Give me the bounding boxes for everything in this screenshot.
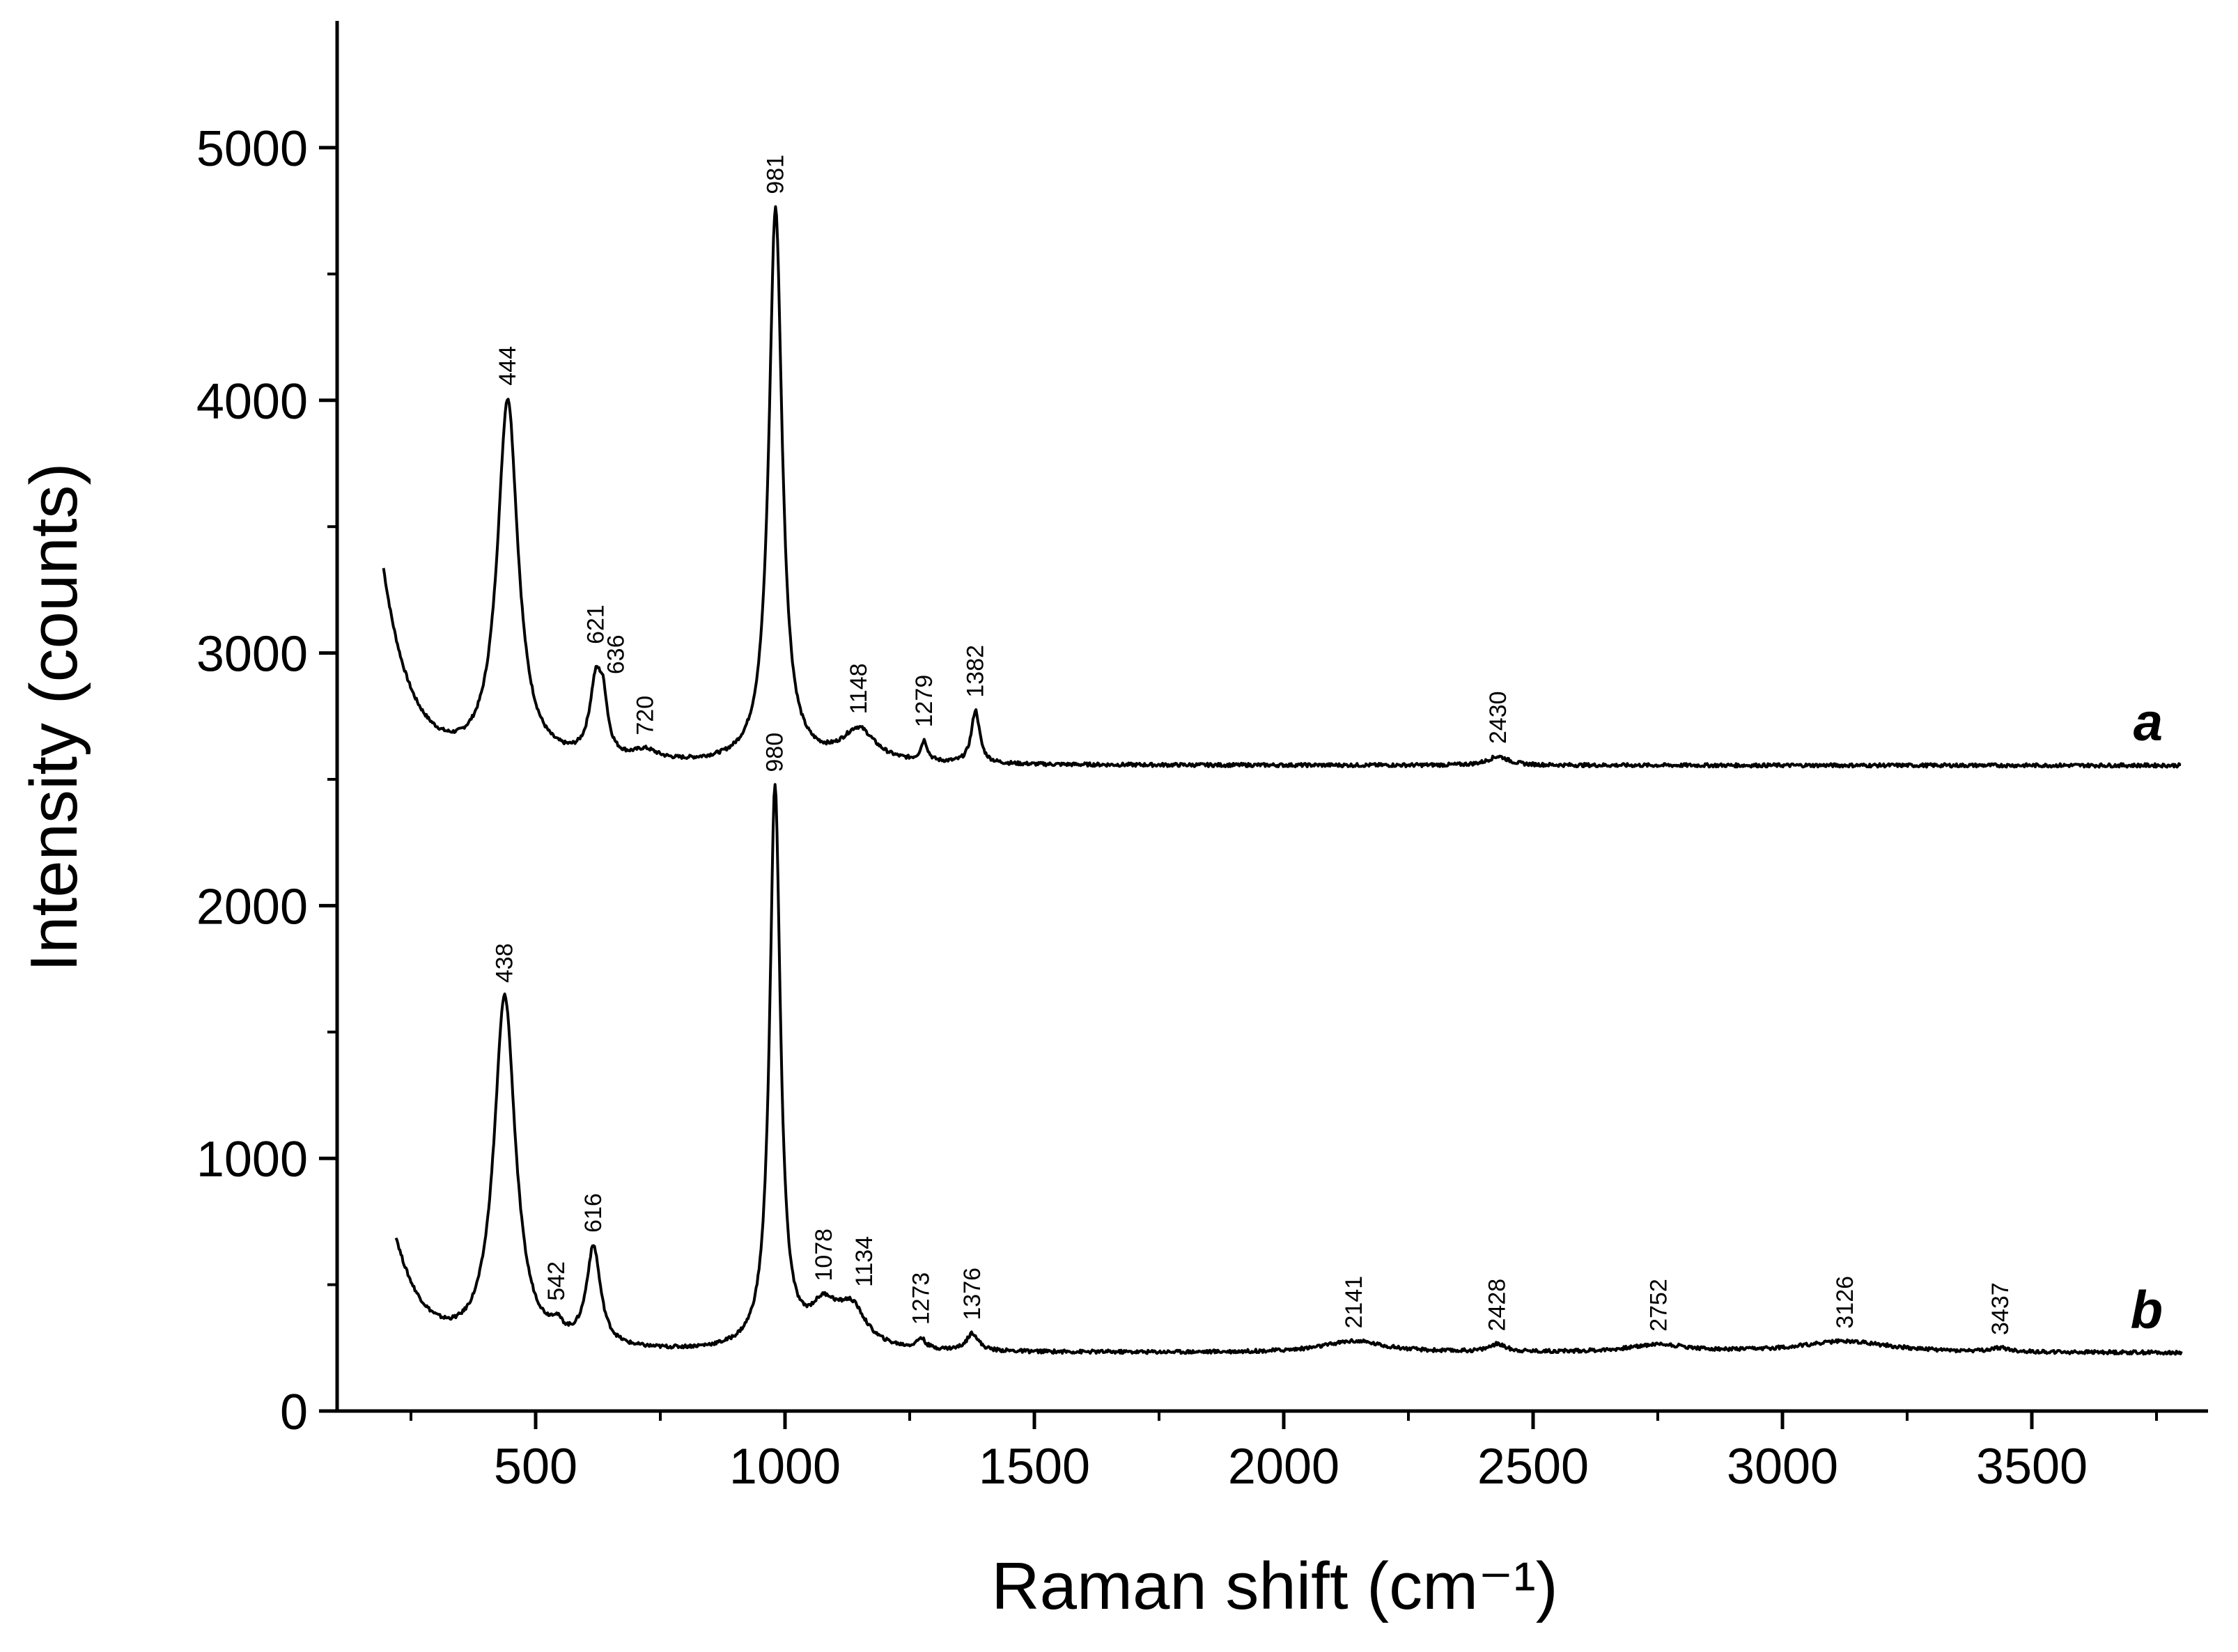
peak-label: 444 <box>495 346 521 386</box>
series-b-label: b <box>2131 1281 2163 1340</box>
peak-label: 1382 <box>963 645 989 698</box>
peak-label: 438 <box>492 943 518 983</box>
peak-label: 1279 <box>911 675 938 728</box>
peak-label: 1078 <box>811 1229 837 1281</box>
y-axis-title: Intensity (counts) <box>17 463 91 972</box>
peak-label: 2752 <box>1645 1279 1672 1332</box>
peak-label: 1273 <box>908 1272 935 1325</box>
y-tick-label: 5000 <box>196 121 308 177</box>
x-tick-label: 1500 <box>979 1439 1090 1495</box>
peak-label: 980 <box>762 733 788 772</box>
peak-label: 636 <box>603 634 629 674</box>
y-tick-label: 1000 <box>196 1132 308 1187</box>
y-axis-ticks: 0 1000 2000 3000 4000 5000 <box>196 121 337 1440</box>
peak-label: 3437 <box>1987 1282 2014 1335</box>
peak-label: 2428 <box>1484 1279 1510 1332</box>
peak-label: 981 <box>762 155 788 194</box>
x-tick-label: 2500 <box>1477 1439 1589 1495</box>
x-tick-label: 3000 <box>1727 1439 1838 1495</box>
y-tick-label: 4000 <box>196 374 308 430</box>
peak-label: 2430 <box>1485 691 1512 744</box>
peak-label: 1376 <box>959 1268 986 1320</box>
peak-label: 616 <box>580 1193 607 1233</box>
series-a-label: a <box>2134 693 2163 752</box>
peak-label: 3126 <box>1832 1276 1858 1329</box>
x-axis-ticks: 500 1000 1500 2000 2500 3000 3500 <box>410 1411 2158 1495</box>
series-a-line <box>382 205 2182 769</box>
x-tick-label: 1000 <box>729 1439 841 1495</box>
x-tick-label: 500 <box>494 1439 577 1495</box>
y-tick-label: 3000 <box>196 627 308 683</box>
peak-label: 2141 <box>1341 1276 1367 1329</box>
x-tick-label: 2000 <box>1228 1439 1339 1495</box>
peak-label: 720 <box>632 696 659 735</box>
peak-label: 542 <box>543 1261 570 1301</box>
y-tick-label: 2000 <box>196 879 308 935</box>
axes: 500 1000 1500 2000 2500 3000 3500 0 1000 2000 300… <box>196 21 2208 1495</box>
y-tick-label: 0 <box>280 1385 308 1440</box>
series-group: ab <box>382 205 2183 1356</box>
x-axis-title: Raman shift (cm⁻¹) <box>991 1549 1557 1623</box>
peak-label: 1148 <box>846 663 872 714</box>
series-b-line <box>394 783 2183 1356</box>
x-tick-label: 3500 <box>1976 1439 2088 1495</box>
peak-label: 1134 <box>851 1236 878 1287</box>
peak-label: 621 <box>583 605 609 644</box>
